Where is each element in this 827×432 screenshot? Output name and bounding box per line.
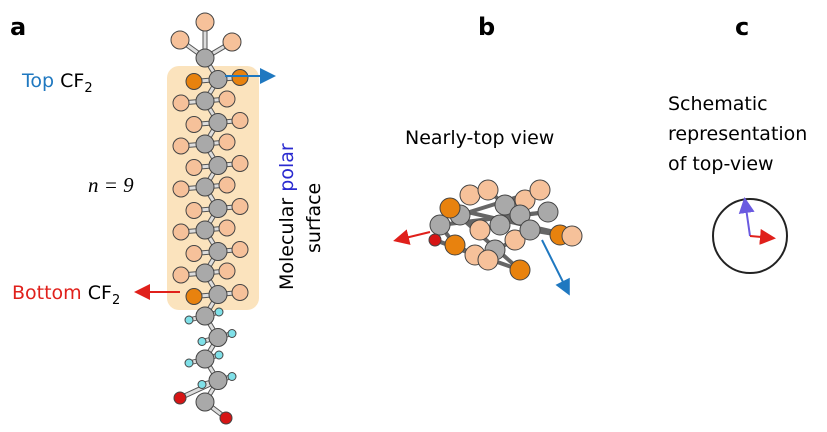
atom xyxy=(196,307,214,325)
atom xyxy=(478,250,498,270)
atom xyxy=(186,74,202,90)
atom xyxy=(228,373,236,381)
atom xyxy=(186,246,202,262)
atom xyxy=(186,289,202,305)
atom xyxy=(209,243,227,261)
atom xyxy=(185,316,193,324)
n-label: n = 9 xyxy=(88,173,134,197)
atom xyxy=(530,180,550,200)
word: Molecular xyxy=(276,198,298,290)
word: Bottom xyxy=(12,282,82,304)
atom xyxy=(186,117,202,133)
atom xyxy=(219,220,235,236)
molecule-top-view xyxy=(429,180,582,280)
subscript: 2 xyxy=(84,81,92,96)
caption-line: of top-view xyxy=(668,153,774,175)
atom xyxy=(215,308,223,316)
group: CF xyxy=(60,70,84,92)
atom xyxy=(196,264,214,282)
panel-label: b xyxy=(478,13,495,41)
word: Top xyxy=(21,70,54,92)
atom xyxy=(232,199,248,215)
atom xyxy=(209,372,227,390)
caption-line: Schematic xyxy=(668,93,768,115)
atom xyxy=(209,286,227,304)
atom xyxy=(185,359,193,367)
subscript: 2 xyxy=(112,293,120,308)
atom xyxy=(520,220,540,240)
atom xyxy=(215,351,223,359)
atom xyxy=(232,285,248,301)
atom xyxy=(196,221,214,239)
atom xyxy=(173,181,189,197)
caption-line: representation xyxy=(668,123,807,145)
highlight: polar xyxy=(276,143,298,192)
atom xyxy=(538,202,558,222)
dipole-arrow xyxy=(745,201,750,236)
atom xyxy=(219,177,235,193)
atom xyxy=(173,267,189,283)
atom xyxy=(219,91,235,107)
caption: Nearly-top view xyxy=(405,127,554,149)
figure: a b c Top CF2 Bottom CF2 n = 9 Molecular… xyxy=(0,0,827,432)
dipole-arrow xyxy=(542,240,568,292)
atom xyxy=(196,178,214,196)
atom xyxy=(470,220,490,240)
atom xyxy=(562,226,582,246)
atom xyxy=(232,242,248,258)
atom xyxy=(232,156,248,172)
group: CF xyxy=(88,282,112,304)
atom xyxy=(186,203,202,219)
dipole-arrow xyxy=(750,236,772,238)
atom xyxy=(173,95,189,111)
bottom-label: Bottom CF2 xyxy=(12,282,120,308)
atom xyxy=(173,224,189,240)
atom xyxy=(440,198,460,218)
atom xyxy=(228,330,236,338)
atom xyxy=(232,70,248,86)
atom xyxy=(209,329,227,347)
atom xyxy=(460,185,480,205)
atom xyxy=(232,113,248,129)
atom xyxy=(196,92,214,110)
atom xyxy=(173,138,189,154)
atom xyxy=(174,392,186,404)
atom xyxy=(186,160,202,176)
atom xyxy=(478,180,498,200)
surface-label: surface xyxy=(303,183,325,253)
atom xyxy=(219,263,235,279)
atom xyxy=(196,393,214,411)
atom xyxy=(198,338,206,346)
atom xyxy=(490,215,510,235)
atom xyxy=(510,260,530,280)
atom xyxy=(209,200,227,218)
atom xyxy=(223,33,241,51)
atom xyxy=(198,381,206,389)
top-label: Top CF2 xyxy=(21,70,93,96)
atom xyxy=(209,71,227,89)
atom xyxy=(209,114,227,132)
atom xyxy=(219,134,235,150)
surface-label: Molecular polar xyxy=(276,143,298,290)
atom xyxy=(196,49,214,67)
atom xyxy=(196,135,214,153)
atom xyxy=(196,350,214,368)
panel-label: a xyxy=(10,13,26,41)
atom xyxy=(209,157,227,175)
dipole-arrow xyxy=(397,232,430,240)
atom xyxy=(220,412,232,424)
atom xyxy=(445,235,465,255)
atom xyxy=(429,234,441,246)
panel-label: c xyxy=(735,13,749,41)
atom xyxy=(171,31,189,49)
atom xyxy=(196,13,214,31)
